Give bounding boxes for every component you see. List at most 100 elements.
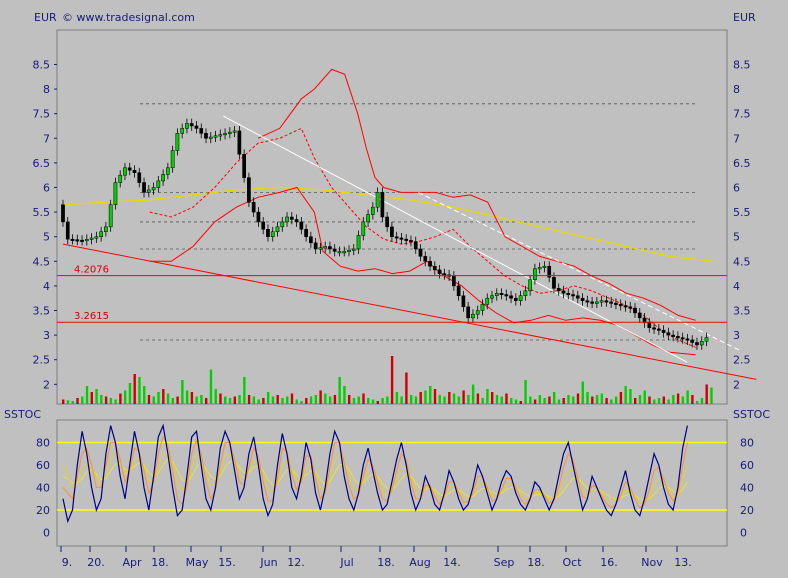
- candle-body: [118, 174, 123, 183]
- volume-bar: [333, 395, 337, 404]
- candle-body: [494, 293, 499, 296]
- candle-body: [213, 135, 218, 138]
- volume-bar: [209, 369, 213, 404]
- volume-bar: [324, 393, 327, 404]
- price-tick-left-2: 3: [43, 329, 50, 342]
- volume-bar: [281, 398, 284, 404]
- price-tick-right-0: 2: [733, 378, 740, 391]
- volume-bar: [614, 396, 618, 404]
- trendline-white-solid: [223, 115, 688, 363]
- volume-bar: [152, 396, 155, 404]
- volume-bar: [605, 398, 608, 404]
- k-line: [62, 423, 688, 524]
- volume-bar: [676, 393, 680, 404]
- candle-body: [628, 306, 633, 309]
- candle-body: [409, 240, 413, 243]
- candle-body: [318, 247, 323, 250]
- volume-bar: [653, 399, 656, 404]
- volume-bar: [619, 392, 623, 404]
- volume-bar: [686, 390, 689, 404]
- candle-body: [394, 236, 399, 239]
- bollinger-mid-line: [149, 127, 696, 348]
- x-tick-label-1: 20.: [87, 556, 105, 569]
- candle-body: [146, 189, 151, 193]
- price-tick-right-3: 3.5: [733, 305, 751, 318]
- candle-body: [547, 265, 552, 278]
- candle-body: [604, 300, 609, 303]
- candle-body: [575, 295, 580, 299]
- candle-body: [590, 301, 594, 304]
- price-tick-left-1: 2.5: [33, 354, 51, 367]
- volume-bar: [390, 356, 394, 404]
- candle-body: [513, 297, 518, 301]
- volume-bar: [557, 399, 561, 404]
- candle-body: [161, 174, 165, 182]
- candle-body: [571, 294, 575, 297]
- volume-bar: [691, 395, 694, 404]
- volume-bar: [467, 395, 470, 404]
- price-axis-left: 2 2.5 3 3.5 4 4.5 5 5.5 6 6.5 7 7.5 8 8.5: [33, 58, 57, 391]
- volume-bar: [114, 399, 117, 404]
- candle-body: [437, 269, 442, 274]
- volume-bar: [62, 399, 65, 404]
- ind-tick-left-0: 0: [43, 527, 50, 540]
- price-tick-right-4: 4: [733, 280, 740, 293]
- volume-bar: [343, 386, 346, 404]
- volume-bar: [171, 398, 175, 404]
- candle-body: [204, 133, 208, 139]
- x-tick-label-12: Sep: [494, 556, 515, 569]
- price-tick-right-7: 5.5: [733, 206, 751, 219]
- price-tick-left-10: 7: [43, 132, 50, 145]
- ind-tick-left-2: 40: [36, 482, 50, 495]
- candle-body: [309, 236, 313, 244]
- volume-bar: [538, 395, 542, 404]
- overlay-lines: [62, 68, 757, 380]
- volume-bar: [190, 392, 194, 404]
- x-tick-label-6: Jun: [259, 556, 277, 569]
- volume-bar: [71, 401, 74, 404]
- volume-bar: [700, 398, 704, 404]
- candle-body: [523, 290, 528, 296]
- candle-body: [642, 317, 647, 324]
- volume-bar: [95, 389, 98, 404]
- candle-body: [704, 337, 709, 342]
- volume-bar: [257, 399, 260, 404]
- candle-body: [175, 133, 180, 151]
- candle-body: [280, 221, 285, 228]
- volume-bar: [624, 386, 627, 404]
- level-label-1: 3.2615: [74, 311, 109, 322]
- volume-bar: [400, 396, 403, 404]
- indicator-lines: [57, 423, 727, 524]
- indicator-axis-right: 0 20 40 60 80: [740, 437, 754, 540]
- volume-bar: [591, 396, 594, 404]
- candle-body: [247, 177, 251, 203]
- volume-bar: [505, 393, 508, 404]
- price-tick-left-8: 6: [43, 181, 50, 194]
- volume-bar: [290, 393, 294, 404]
- level-label-0: 4.2076: [74, 265, 109, 276]
- volume-bar: [486, 389, 489, 404]
- volume-bar: [305, 398, 308, 404]
- volume-bar: [600, 393, 604, 404]
- price-tick-right-5: 4.5: [733, 255, 751, 268]
- candle-body: [218, 134, 223, 137]
- volume-bar: [638, 395, 642, 404]
- volume-bar: [266, 392, 270, 404]
- candle-body: [695, 342, 699, 346]
- candle-body: [480, 304, 485, 311]
- support-resistance-levels: 4.2076 3.2615: [57, 265, 727, 323]
- candle-body: [633, 307, 637, 314]
- candle-body: [418, 248, 423, 257]
- volume-bar: [381, 398, 384, 404]
- volume-bar: [471, 384, 475, 404]
- volume-bar: [481, 398, 484, 404]
- candle-body: [475, 310, 480, 315]
- volume-bar: [500, 396, 503, 404]
- volume-bar: [462, 390, 465, 404]
- x-tick-label-9: 18.: [377, 556, 395, 569]
- candle-body: [614, 302, 618, 305]
- candle-body: [685, 338, 690, 341]
- volume-bar: [395, 392, 399, 404]
- volume-bar: [214, 389, 217, 404]
- candle-body: [185, 123, 189, 129]
